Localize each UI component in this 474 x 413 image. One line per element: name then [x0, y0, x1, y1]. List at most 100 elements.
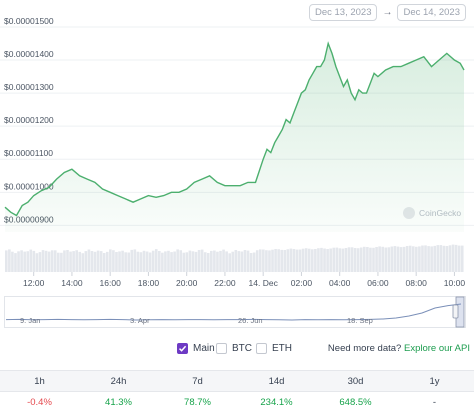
date-to-input[interactable]: Dec 14, 2023 — [397, 4, 466, 21]
btc-checkbox[interactable] — [216, 343, 227, 354]
volume-bar — [237, 251, 241, 272]
volume-bar — [102, 253, 106, 272]
volume-bar — [124, 252, 127, 272]
x-tick-label: 04:00 — [329, 278, 351, 288]
navigator-handle[interactable] — [452, 304, 459, 319]
eth-toggle[interactable]: ETH — [256, 343, 292, 354]
volume-bar — [20, 250, 23, 272]
table-header-cell: 14d — [268, 375, 285, 387]
volume-bar — [356, 248, 360, 272]
volume-bar — [283, 250, 287, 272]
volume-bar — [427, 246, 430, 272]
volume-bar — [366, 247, 369, 272]
table-header-cell: 1y — [429, 375, 440, 387]
volume-bar — [307, 248, 311, 272]
eth-checkbox[interactable] — [256, 343, 267, 354]
navigator-label: 3. Apr — [130, 316, 150, 325]
main-toggle[interactable]: Main — [177, 343, 215, 354]
volume-bar — [258, 249, 262, 272]
navigator-label: 18. Sep — [347, 316, 373, 325]
btc-toggle[interactable]: BTC — [216, 343, 252, 354]
volume-bar — [109, 249, 112, 272]
volume-bar — [320, 247, 323, 272]
volume-bar — [47, 251, 51, 272]
volume-bar — [44, 250, 48, 272]
arrow-right-icon: → — [382, 7, 393, 18]
volume-bar — [451, 244, 455, 272]
volume-bar — [338, 248, 342, 272]
eth-label: ETH — [272, 343, 292, 354]
volume-bar — [216, 251, 219, 272]
table-cell: 78.7% — [184, 397, 211, 408]
volume-bar — [314, 249, 317, 272]
volume-bar — [240, 251, 244, 272]
volume-bar — [60, 252, 63, 272]
volume-bar — [344, 248, 348, 272]
volume-bar — [375, 247, 378, 272]
date-range-picker: Dec 13, 2023 → Dec 14, 2023 — [308, 4, 466, 21]
volume-bar — [424, 245, 427, 272]
volume-bar — [164, 251, 167, 272]
volume-bar — [411, 246, 415, 272]
volume-bar — [393, 246, 397, 272]
volume-bar — [206, 253, 210, 272]
volume-bar — [402, 246, 406, 272]
volume-bar — [418, 246, 421, 272]
volume-bar — [200, 249, 204, 272]
volume-bar — [262, 249, 265, 272]
overview-navigator[interactable]: 9. Jan 3. Apr 26. Jun 18. Sep — [0, 295, 474, 329]
more-data-text: Need more data? — [327, 343, 402, 354]
volume-bar — [317, 248, 320, 272]
price-line — [4, 41, 465, 217]
volume-bar — [26, 251, 30, 272]
volume-bar — [142, 250, 146, 272]
y-tick-label: $0.00001300 — [4, 82, 54, 92]
volume-bar — [372, 247, 375, 272]
volume-bar — [430, 246, 433, 272]
volume-bar — [72, 251, 75, 272]
volume-bar — [298, 249, 302, 272]
price-area-fill — [5, 43, 464, 232]
volume-bar — [326, 249, 329, 272]
volume-bar — [454, 244, 458, 272]
volume-bar — [228, 253, 231, 272]
volume-bar — [81, 253, 85, 272]
x-tick-label: 14:00 — [61, 278, 83, 288]
volume-bar — [93, 251, 97, 272]
volume-bar — [121, 250, 124, 272]
volume-bar — [112, 250, 115, 272]
volume-bar — [191, 251, 195, 272]
volume-bar — [268, 250, 271, 272]
volume-bar — [11, 251, 14, 272]
volume-bar — [252, 252, 256, 272]
main-checkbox[interactable] — [177, 343, 188, 354]
table-cell: 41.3% — [105, 397, 132, 408]
volume-bar — [69, 251, 72, 272]
volume-bar — [50, 250, 54, 272]
volume-bar — [203, 252, 207, 272]
date-from-input[interactable]: Dec 13, 2023 — [308, 4, 378, 21]
volume-bar — [421, 245, 424, 272]
volume-bar — [390, 246, 394, 272]
price-chart[interactable]: $0.00000900$0.00001000$0.00001100$0.0000… — [0, 0, 474, 290]
volume-bar — [234, 250, 238, 272]
volume-bar — [87, 249, 91, 272]
volume-bar — [17, 251, 20, 272]
check-icon — [178, 345, 187, 352]
volume-bar — [182, 252, 186, 272]
x-tick-label: 02:00 — [291, 278, 313, 288]
volume-bar — [90, 251, 94, 272]
volume-bar — [179, 250, 183, 272]
table-header-cell: 7d — [192, 375, 203, 387]
volume-bar — [210, 250, 213, 272]
volume-bar — [158, 251, 161, 272]
volume-bar — [5, 250, 8, 272]
x-tick-label: 10:00 — [444, 278, 466, 288]
volume-bar — [280, 249, 283, 272]
volume-bar — [35, 253, 39, 272]
explore-api-link[interactable]: Explore our API — [403, 343, 470, 354]
volume-bar — [457, 245, 461, 272]
volume-bar — [381, 246, 384, 272]
volume-bar — [405, 246, 409, 272]
volume-bar — [99, 251, 103, 272]
